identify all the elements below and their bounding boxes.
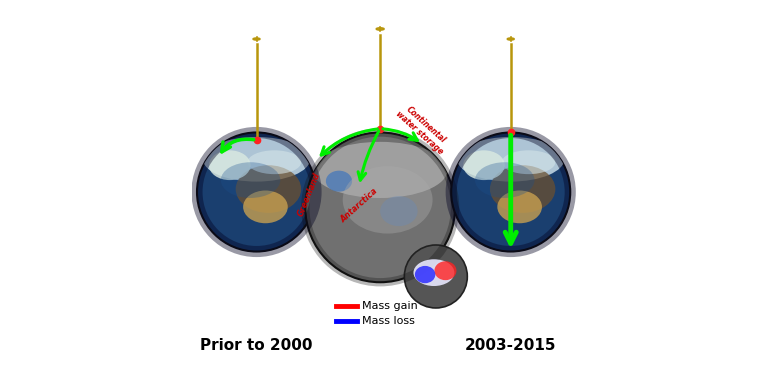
- Ellipse shape: [326, 170, 352, 192]
- Ellipse shape: [380, 196, 418, 226]
- Text: Greenland: Greenland: [296, 170, 322, 217]
- Circle shape: [404, 245, 467, 308]
- Ellipse shape: [413, 259, 455, 286]
- Ellipse shape: [498, 190, 542, 223]
- Ellipse shape: [475, 162, 535, 198]
- Ellipse shape: [247, 151, 301, 174]
- Ellipse shape: [313, 142, 448, 198]
- Ellipse shape: [209, 151, 250, 180]
- Text: Continental
water storage: Continental water storage: [393, 101, 452, 156]
- Ellipse shape: [502, 151, 555, 174]
- Circle shape: [451, 132, 570, 252]
- Ellipse shape: [463, 151, 505, 180]
- Ellipse shape: [203, 137, 310, 182]
- Ellipse shape: [435, 261, 456, 280]
- Ellipse shape: [415, 266, 435, 283]
- Circle shape: [197, 132, 316, 252]
- Text: 2003-2015: 2003-2015: [465, 338, 557, 353]
- Ellipse shape: [490, 165, 555, 213]
- Circle shape: [305, 132, 455, 282]
- Ellipse shape: [243, 190, 288, 223]
- Ellipse shape: [343, 166, 432, 233]
- Text: Mass loss: Mass loss: [362, 316, 415, 326]
- Text: Antarctica: Antarctica: [339, 187, 379, 224]
- Ellipse shape: [457, 137, 564, 182]
- Ellipse shape: [221, 162, 280, 198]
- Ellipse shape: [236, 165, 301, 213]
- Text: Mass gain: Mass gain: [362, 301, 418, 311]
- Text: Prior to 2000: Prior to 2000: [200, 338, 313, 353]
